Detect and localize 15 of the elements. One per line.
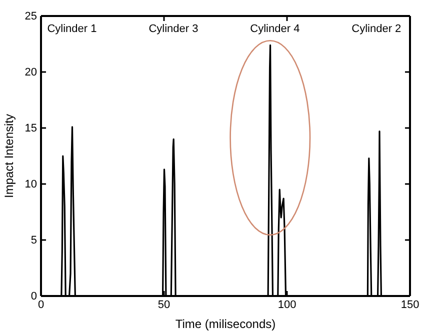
annotation: Cylinder 3 bbox=[148, 23, 198, 35]
y-tick-label: 5 bbox=[30, 234, 37, 247]
y-tick-label: 10 bbox=[24, 178, 37, 191]
x-tick-label: 50 bbox=[158, 298, 170, 311]
y-tick-label: 20 bbox=[24, 66, 37, 79]
annotation: Cylinder 4 bbox=[250, 23, 300, 35]
annotation: Cylinder 1 bbox=[47, 23, 97, 35]
y-axis-title: Impact Intensity bbox=[2, 114, 16, 198]
annotation: Cylinder 2 bbox=[352, 23, 402, 35]
y-tick-label: 25 bbox=[24, 10, 37, 23]
x-tick-label: 100 bbox=[278, 298, 296, 311]
y-tick-label: 15 bbox=[24, 122, 37, 135]
y-tick-label: 0 bbox=[30, 290, 37, 303]
x-tick-label: 150 bbox=[400, 298, 420, 311]
x-axis-title: Time (miliseconds) bbox=[175, 317, 276, 331]
